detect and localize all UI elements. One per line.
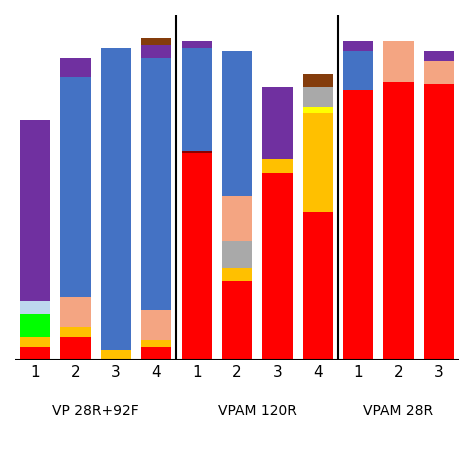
Bar [424,51,454,61]
Bar [20,120,50,301]
Bar [182,41,212,48]
Bar [141,340,172,346]
Bar [343,51,373,91]
Bar [141,45,172,58]
Text: VPAM 28R: VPAM 28R [364,404,434,419]
Bar [20,337,50,346]
Text: VPAM 120R: VPAM 120R [218,404,297,419]
Bar [262,159,292,173]
Bar [383,82,414,360]
Bar [60,77,91,297]
Bar [60,337,91,360]
Bar [302,74,333,87]
Bar [141,310,172,340]
Bar [302,212,333,360]
Bar [424,61,454,84]
Bar [302,87,333,107]
Bar [60,297,91,327]
Bar [20,314,50,337]
Bar [141,58,172,310]
Bar [302,113,333,212]
Bar [20,301,50,314]
Bar [222,268,252,281]
Bar [20,346,50,360]
Bar [343,41,373,51]
Bar [222,281,252,360]
Bar [262,87,292,159]
Bar [383,41,414,82]
Bar [101,350,131,360]
Bar [60,327,91,337]
Bar [141,38,172,45]
Bar [222,241,252,268]
Bar [424,84,454,360]
Bar [182,153,212,360]
Text: VP 28R+92F: VP 28R+92F [52,404,139,419]
Bar [182,48,212,151]
Bar [182,151,212,153]
Bar [222,51,252,195]
Bar [262,173,292,360]
Bar [222,195,252,241]
Bar [302,107,333,113]
Bar [60,58,91,77]
Bar [343,91,373,360]
Bar [101,48,131,350]
Bar [141,346,172,360]
